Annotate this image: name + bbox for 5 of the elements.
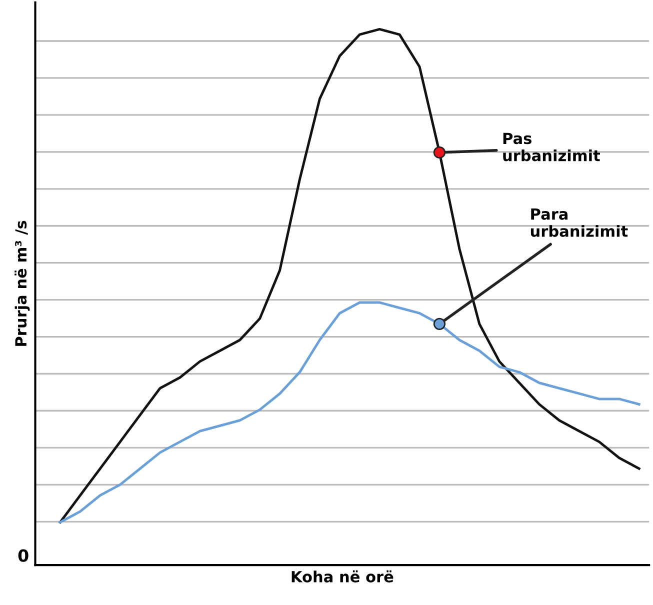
text: 0 [18, 549, 28, 562]
x-axis-title: Koha në orë [292, 570, 394, 582]
y-axis-title: Prurja në m³ /s [14, 220, 30, 346]
text: Para urbanizimit [530, 208, 628, 237]
legend-label: Pas urbanizimit [503, 132, 600, 162]
